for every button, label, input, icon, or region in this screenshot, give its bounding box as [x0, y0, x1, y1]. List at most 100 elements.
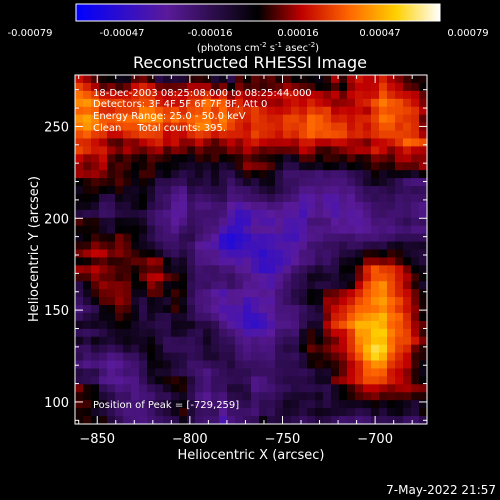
- heatmap-cell: [291, 368, 300, 378]
- heatmap-cell: [163, 257, 172, 266]
- heatmap-cell: [171, 90, 180, 100]
- heatmap-cell: [107, 217, 116, 227]
- heatmap-cell: [219, 193, 228, 203]
- heatmap-cell: [235, 392, 244, 401]
- heatmap-cell: [227, 75, 236, 84]
- heatmap-cell: [323, 130, 332, 140]
- heatmap-cell: [307, 281, 316, 290]
- heatmap-cell: [283, 75, 292, 84]
- heatmap-cell: [171, 400, 180, 409]
- heatmap-cell: [195, 360, 204, 370]
- heatmap-cell: [387, 289, 396, 298]
- heatmap-cell: [187, 217, 196, 227]
- heatmap-cell: [371, 193, 380, 203]
- heatmap-cell: [379, 273, 388, 282]
- heatmap-cell: [267, 376, 276, 385]
- heatmap-cell: [315, 90, 324, 100]
- heatmap-cell: [403, 297, 412, 306]
- heatmap-cell: [355, 98, 364, 108]
- heatmap-cell: [99, 384, 108, 393]
- heatmap-cell: [155, 225, 164, 235]
- heatmap-cell: [395, 320, 404, 330]
- heatmap-cell: [291, 162, 300, 171]
- heatmap-cell: [203, 344, 212, 354]
- heatmap-cell: [387, 114, 396, 124]
- heatmap-cell: [83, 98, 92, 108]
- heatmap-cell: [75, 257, 84, 266]
- heatmap-cell: [411, 297, 420, 306]
- heatmap-cell: [363, 233, 372, 243]
- heatmap-cell: [219, 170, 228, 179]
- heatmap-cell: [267, 178, 276, 187]
- heatmap-cell: [91, 209, 100, 219]
- heatmap-cell: [299, 162, 308, 171]
- heatmap-cell: [219, 273, 228, 282]
- heatmap-cell: [267, 90, 276, 100]
- heatmap-cell: [107, 281, 116, 290]
- heatmap-cell: [75, 376, 84, 385]
- heatmap-cell: [387, 162, 396, 171]
- heatmap-cell: [403, 178, 412, 187]
- heatmap-cell: [291, 281, 300, 290]
- heatmap-cell: [371, 186, 380, 195]
- heatmap-cell: [187, 241, 196, 251]
- heatmap-cell: [83, 122, 92, 132]
- heatmap-cell: [395, 241, 404, 251]
- heatmap-cell: [219, 90, 228, 100]
- heatmap-cell: [331, 82, 340, 92]
- heatmap-cell: [291, 178, 300, 187]
- heatmap-cell: [363, 312, 372, 322]
- heatmap-cell: [267, 114, 276, 124]
- heatmap-cell: [307, 312, 316, 322]
- heatmap-cell: [147, 122, 156, 132]
- heatmap-cell: [379, 130, 388, 140]
- heatmap-cell: [155, 416, 164, 425]
- heatmap-cell: [195, 376, 204, 385]
- heatmap-cell: [107, 376, 116, 385]
- heatmap-cell: [299, 408, 308, 417]
- heatmap-cell: [291, 106, 300, 116]
- heatmap-cell: [235, 138, 244, 147]
- heatmap-cell: [251, 122, 260, 132]
- heatmap-cell: [91, 312, 100, 322]
- heatmap-cell: [331, 408, 340, 417]
- heatmap-cell: [347, 225, 356, 235]
- heatmap-cell: [171, 130, 180, 140]
- heatmap-cell: [155, 400, 164, 409]
- heatmap-cell: [107, 130, 116, 140]
- heatmap-cell: [267, 249, 276, 259]
- heatmap-cell: [307, 75, 316, 84]
- heatmap-cell: [387, 122, 396, 132]
- heatmap-cell: [123, 289, 132, 298]
- heatmap-cell: [347, 392, 356, 401]
- heatmap-cell: [283, 360, 292, 370]
- heatmap-cell: [131, 289, 140, 298]
- heatmap-cell: [323, 233, 332, 243]
- heatmap-cell: [379, 384, 388, 393]
- heatmap-cell: [179, 106, 188, 116]
- x-tick-label: −800: [172, 432, 208, 447]
- heatmap-cell: [395, 257, 404, 266]
- heatmap-cell: [387, 98, 396, 108]
- heatmap-cell: [131, 368, 140, 378]
- heatmap-cell: [283, 384, 292, 393]
- heatmap-cell: [107, 138, 116, 147]
- heatmap-cell: [123, 122, 132, 132]
- heatmap-cell: [227, 193, 236, 203]
- heatmap-cell: [123, 400, 132, 409]
- heatmap-cell: [323, 98, 332, 108]
- heatmap-cell: [299, 352, 308, 362]
- heatmap-cell: [131, 82, 140, 92]
- heatmap-cell: [395, 352, 404, 362]
- heatmap-cell: [291, 336, 300, 346]
- heatmap-cell: [379, 400, 388, 409]
- heatmap-cell: [211, 392, 220, 401]
- heatmap-cell: [315, 312, 324, 322]
- heatmap-cell: [75, 273, 84, 282]
- heatmap-cell: [123, 201, 132, 211]
- heatmap-cell: [299, 376, 308, 385]
- heatmap-cell: [267, 289, 276, 298]
- heatmap-cell: [139, 162, 148, 171]
- heatmap-cell: [275, 408, 284, 417]
